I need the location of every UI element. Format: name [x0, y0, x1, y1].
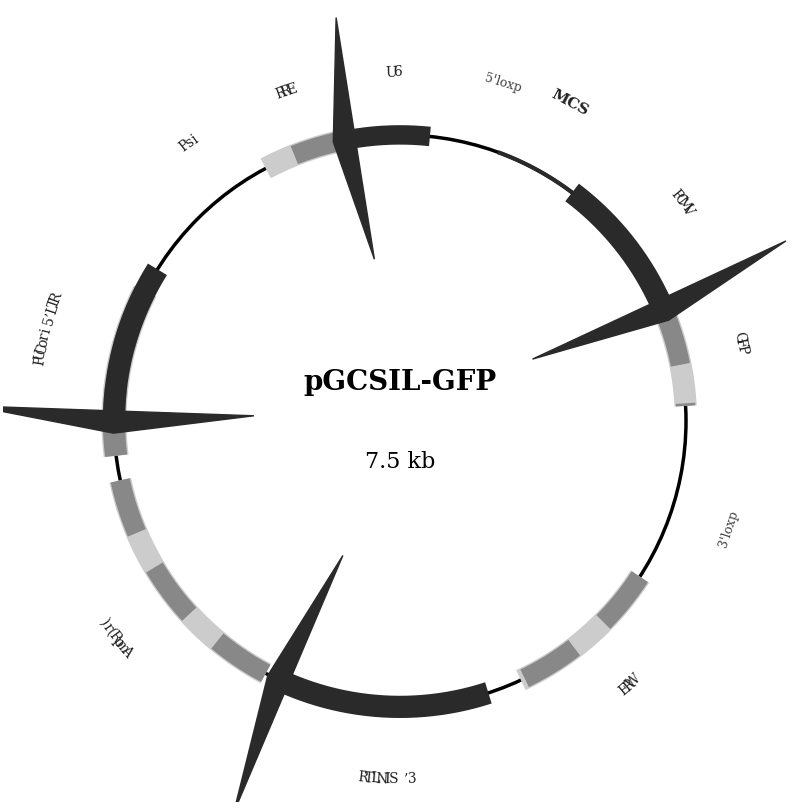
Text: 6: 6 — [393, 65, 402, 79]
Polygon shape — [0, 406, 254, 434]
Text: ): ) — [97, 615, 111, 628]
Text: pGCSIL-GFP: pGCSIL-GFP — [303, 368, 497, 395]
Text: 3: 3 — [407, 771, 417, 785]
Text: i: i — [38, 327, 54, 334]
Text: R: R — [279, 83, 294, 100]
Text: L: L — [370, 770, 380, 785]
Text: i: i — [189, 132, 201, 146]
Text: R: R — [621, 676, 638, 693]
Text: A: A — [118, 642, 134, 659]
Text: MCS: MCS — [549, 87, 590, 118]
Text: P: P — [32, 355, 47, 367]
Text: F: F — [733, 337, 749, 349]
Text: ’: ’ — [404, 771, 408, 785]
Text: N: N — [375, 770, 388, 785]
Polygon shape — [533, 242, 786, 359]
Text: p: p — [110, 633, 126, 649]
Text: R: R — [357, 769, 369, 784]
Text: 5'loxp: 5'loxp — [483, 72, 523, 96]
Text: (: ( — [103, 625, 118, 637]
Text: s: s — [182, 135, 197, 150]
Text: C: C — [671, 191, 689, 208]
Text: V: V — [678, 200, 696, 217]
Text: U: U — [385, 65, 397, 79]
Text: ’: ’ — [43, 311, 58, 319]
Text: r: r — [37, 332, 52, 341]
Text: I: I — [385, 771, 390, 785]
Text: P: P — [177, 138, 193, 155]
Text: m: m — [113, 637, 132, 655]
Text: M: M — [674, 194, 694, 214]
Text: S: S — [389, 771, 398, 785]
Text: G: G — [731, 330, 747, 344]
Polygon shape — [234, 556, 343, 811]
Text: 7.5 kb: 7.5 kb — [365, 450, 435, 472]
Text: U: U — [33, 347, 49, 362]
Text: W: W — [624, 671, 644, 691]
Text: T: T — [364, 770, 374, 784]
Text: T: T — [46, 296, 62, 309]
Text: C: C — [34, 342, 50, 355]
Text: r: r — [99, 620, 115, 633]
Text: R: R — [273, 85, 288, 101]
Text: P: P — [734, 343, 750, 354]
Text: E: E — [285, 81, 299, 97]
Text: o: o — [35, 337, 51, 348]
Text: 5: 5 — [41, 314, 57, 327]
Text: P: P — [667, 187, 684, 203]
Text: E: E — [616, 680, 633, 697]
Text: R: R — [106, 628, 123, 645]
Text: 3'loxp: 3'loxp — [717, 508, 741, 548]
Text: L: L — [44, 302, 61, 315]
Text: R: R — [48, 290, 65, 304]
Polygon shape — [334, 19, 374, 260]
